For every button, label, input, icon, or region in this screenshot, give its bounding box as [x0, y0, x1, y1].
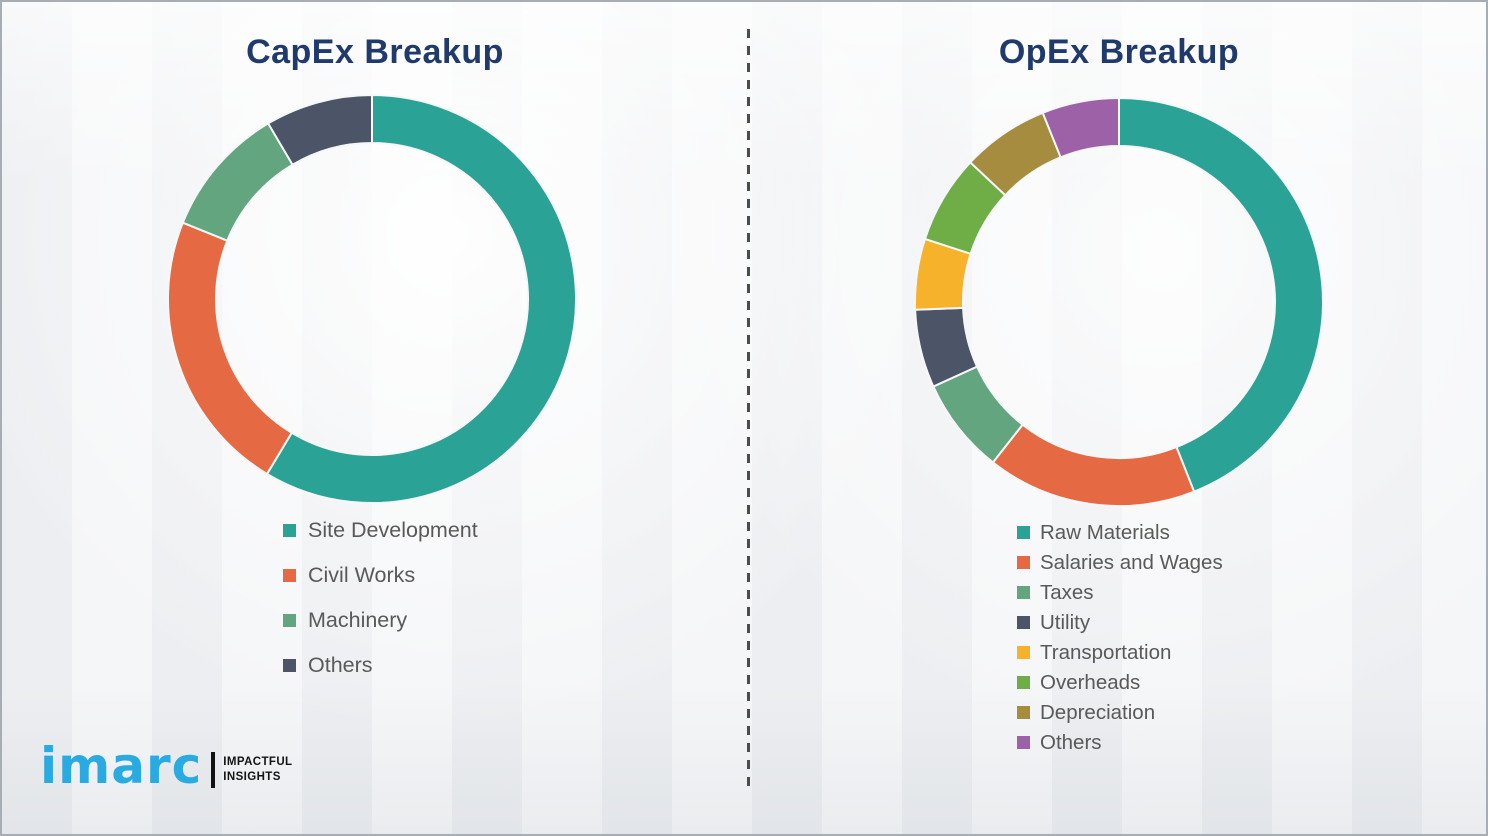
capex-segment-others: [266, 94, 373, 167]
capex-donut-chart: [167, 94, 577, 504]
opex-donut-chart: [914, 97, 1324, 507]
legend-swatch-icon: [283, 568, 296, 582]
legend-swatch-icon: [1017, 646, 1030, 659]
capex-legend-item-site-development: Site Development: [283, 516, 478, 544]
legend-swatch-icon: [1017, 706, 1030, 719]
logo-tagline: IMPACTFUL INSIGHTS: [223, 756, 293, 783]
legend-label: Transportation: [1040, 640, 1172, 664]
legend-swatch-icon: [283, 613, 296, 627]
vertical-dashed-divider: [747, 29, 750, 789]
legend-label: Others: [308, 652, 373, 677]
legend-swatch-icon: [1017, 586, 1030, 599]
logo-divider-bar: [211, 752, 216, 788]
legend-swatch-icon: [1017, 526, 1030, 539]
legend-swatch-icon: [1017, 616, 1030, 629]
legend-label: Utility: [1040, 610, 1091, 634]
opex-legend-item-raw-materials: Raw Materials: [1017, 520, 1223, 545]
opex-legend-item-taxes: Taxes: [1017, 580, 1223, 605]
opex-legend-item-depreciation: Depreciation: [1017, 700, 1223, 725]
opex-segment-salaries-and-wages: [991, 423, 1196, 507]
legend-label: Salaries and Wages: [1040, 550, 1223, 574]
legend-swatch-icon: [1017, 556, 1030, 569]
capex-segment-machinery: [181, 122, 294, 242]
capex-legend-item-civil-works: Civil Works: [283, 561, 478, 589]
legend-label: Overheads: [1040, 670, 1141, 694]
capex-segment-site-development: [265, 94, 577, 504]
legend-swatch-icon: [283, 658, 296, 672]
capex-legend: Site Development Civil Works Machinery Othe…: [283, 516, 478, 696]
legend-label: Site Development: [308, 517, 478, 542]
legend-label: Others: [1040, 730, 1102, 754]
opex-legend-item-others: Others: [1017, 730, 1223, 755]
capex-legend-item-machinery: Machinery: [283, 606, 478, 634]
opex-legend-item-salaries-and-wages: Salaries and Wages: [1017, 550, 1223, 575]
imarc-logo-wordmark: imarc: [40, 737, 203, 795]
capex-chart-title: CapEx Breakup: [246, 33, 504, 71]
legend-swatch-icon: [1017, 736, 1030, 749]
legend-label: Taxes: [1040, 580, 1094, 604]
opex-chart-title: OpEx Breakup: [998, 33, 1240, 71]
opex-segment-others: [1041, 97, 1120, 159]
legend-label: Depreciation: [1040, 700, 1156, 724]
legend-label: Civil Works: [308, 562, 416, 587]
imarc-logo: imarc IMPACTFUL INSIGHTS: [40, 740, 292, 792]
opex-legend-item-transportation: Transportation: [1017, 640, 1223, 665]
capex-legend-item-others: Others: [283, 651, 478, 679]
legend-label: Raw Materials: [1040, 520, 1170, 544]
opex-legend-item-overheads: Overheads: [1017, 670, 1223, 695]
legend-swatch-icon: [1017, 676, 1030, 689]
legend-label: Machinery: [308, 607, 408, 632]
opex-legend-item-utility: Utility: [1017, 610, 1223, 635]
legend-swatch-icon: [283, 523, 296, 537]
opex-legend: Raw Materials Salaries and Wages Taxes Util…: [1017, 520, 1223, 760]
opex-segment-raw-materials: [1118, 97, 1324, 493]
capex-segment-civil-works: [167, 221, 294, 476]
